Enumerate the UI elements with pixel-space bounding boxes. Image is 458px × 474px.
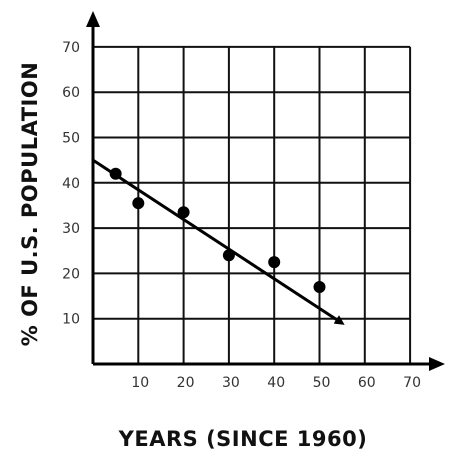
y-tick-label: 10: [62, 312, 80, 328]
data-point: [132, 197, 145, 210]
data-point: [313, 280, 326, 293]
axes: [86, 11, 445, 371]
x-tick-label: 20: [177, 375, 195, 391]
grid: [93, 45, 412, 364]
data-point: [177, 206, 190, 219]
data-point: [222, 249, 235, 262]
x-axis-title: YEARS (SINCE 1960): [118, 427, 368, 451]
y-tick-label: 20: [62, 266, 80, 282]
tick-labels: 10 20 30 40 50 60 70 10 20 30 40 50 60 70: [62, 40, 421, 391]
x-tick-label: 60: [358, 375, 376, 391]
y-tick-label: 50: [62, 131, 80, 147]
x-tick-label: 30: [222, 375, 240, 391]
x-tick-label: 40: [267, 375, 285, 391]
x-tick-label: 70: [403, 375, 421, 391]
y-axis-arrow-icon: [86, 11, 100, 27]
data-points: [109, 167, 326, 293]
trend-line: [92, 158, 345, 325]
x-axis-arrow-icon: [429, 357, 445, 371]
data-point: [268, 256, 281, 269]
y-tick-label: 40: [62, 176, 80, 192]
y-tick-label: 30: [62, 221, 80, 237]
y-axis-title: % OF U.S. POPULATION: [18, 62, 42, 347]
y-tick-label: 70: [62, 40, 80, 56]
x-tick-label: 10: [131, 375, 149, 391]
x-tick-label: 50: [313, 375, 331, 391]
data-point: [109, 167, 122, 180]
y-tick-label: 60: [62, 85, 80, 101]
trend-line-group: [92, 158, 345, 325]
